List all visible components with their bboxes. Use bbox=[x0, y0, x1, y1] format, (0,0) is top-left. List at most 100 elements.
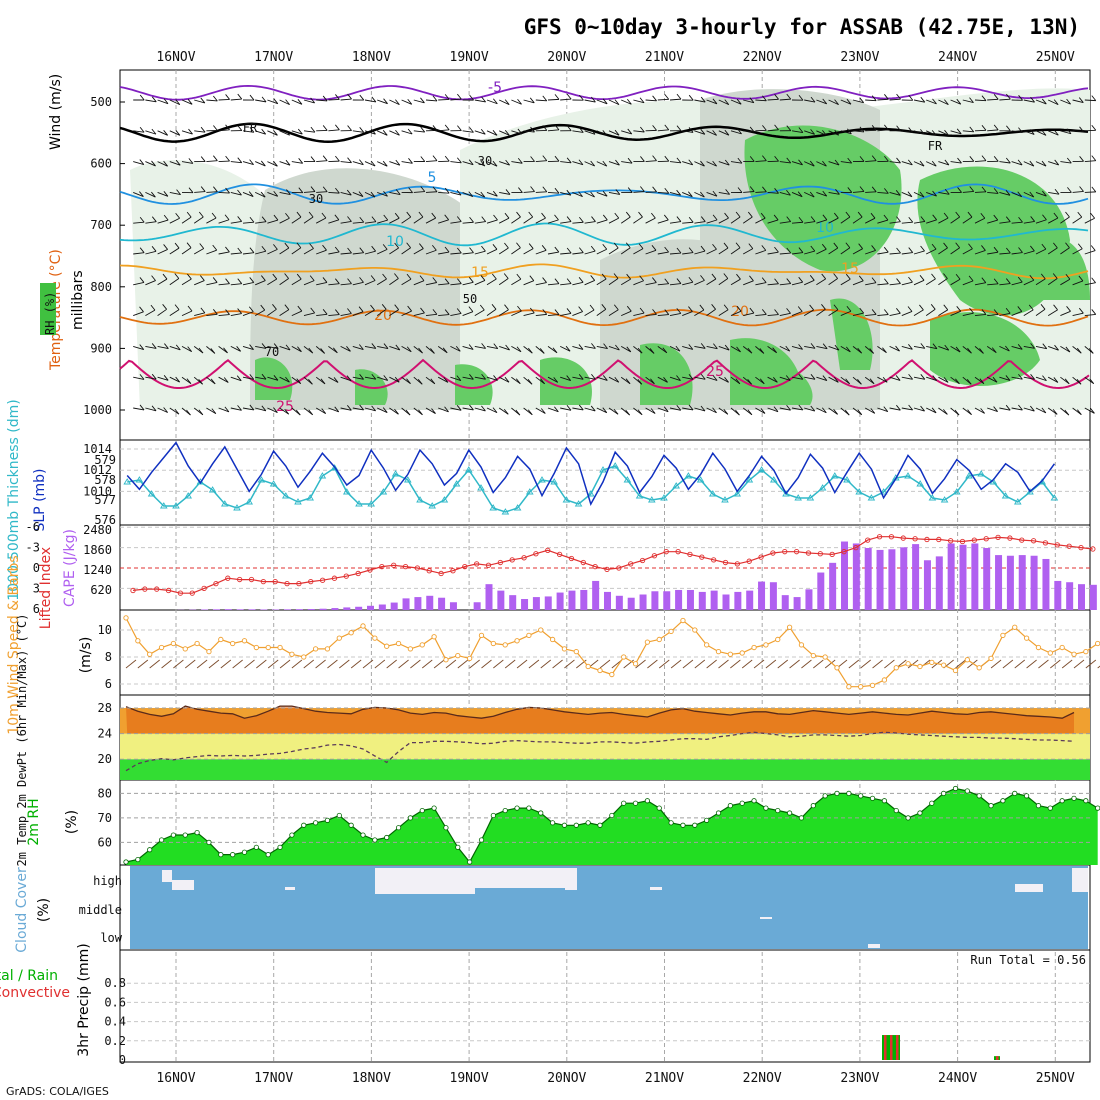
wind-barb-flag bbox=[1089, 378, 1095, 384]
thickness-point bbox=[330, 464, 339, 471]
wind-speed-point bbox=[360, 623, 366, 629]
wind-barb bbox=[791, 345, 803, 350]
wind-barb bbox=[584, 99, 596, 103]
wind-barb bbox=[840, 216, 851, 224]
rh-point bbox=[893, 807, 899, 814]
wind-barb bbox=[535, 217, 546, 224]
wind-barb-flag bbox=[700, 191, 705, 198]
wind-barb-flag bbox=[469, 216, 474, 223]
wind-barb bbox=[608, 376, 619, 383]
wind-barb bbox=[804, 250, 815, 255]
wind-barb bbox=[974, 250, 986, 255]
rh-point bbox=[277, 844, 283, 850]
wind-barb bbox=[584, 250, 596, 255]
wind-barb bbox=[279, 161, 291, 166]
wind-barb-flag bbox=[625, 409, 631, 416]
surface-wind-barb bbox=[647, 659, 658, 669]
contour-label: 10 bbox=[386, 234, 404, 250]
wind-barb-flag bbox=[151, 128, 157, 135]
wind-barb-flag bbox=[249, 277, 255, 283]
wind-barb bbox=[755, 160, 767, 163]
wind-barb-flag bbox=[554, 94, 560, 100]
wind-barb bbox=[547, 129, 559, 132]
wind-barb-flag bbox=[187, 346, 193, 352]
wind-barb-flag bbox=[871, 125, 877, 131]
wind-barb bbox=[511, 278, 522, 286]
wind-barb-flag bbox=[821, 304, 826, 310]
wind-speed-point bbox=[941, 662, 947, 668]
thickness-point bbox=[233, 504, 241, 511]
wind-barb bbox=[364, 250, 376, 255]
surface-wind-barb bbox=[137, 659, 149, 669]
thickness-point bbox=[1001, 492, 1010, 499]
wind-barb bbox=[694, 309, 705, 316]
cape-bar bbox=[983, 547, 991, 610]
wind-barb-flag bbox=[370, 191, 376, 198]
wind-barb-flag bbox=[383, 214, 389, 221]
wind-barb-flag bbox=[798, 404, 804, 411]
lifted-index-point bbox=[793, 549, 800, 555]
wind-barb-flag bbox=[713, 343, 718, 349]
wind-barb-flag bbox=[273, 190, 279, 197]
wind-barb bbox=[706, 130, 717, 136]
wind-barb-flag bbox=[432, 309, 438, 315]
wind10-tick-label: 8 bbox=[105, 650, 112, 664]
wind-barb bbox=[255, 161, 266, 167]
wind-barb-flag bbox=[748, 243, 754, 249]
wind-barb-flag bbox=[785, 345, 791, 352]
cape-bar bbox=[390, 602, 398, 610]
cape-bar bbox=[959, 544, 967, 610]
rh-point bbox=[1059, 798, 1065, 804]
rh-point bbox=[289, 832, 295, 838]
wind-barb bbox=[181, 216, 192, 224]
wind-barb-flag bbox=[296, 242, 302, 248]
cape-bar bbox=[817, 572, 825, 610]
thickness-point bbox=[745, 476, 754, 483]
wind-barb-flag bbox=[637, 378, 643, 385]
wind-barb-flag bbox=[175, 159, 181, 166]
cape-bar bbox=[769, 582, 777, 610]
rh-point bbox=[692, 822, 698, 828]
thickness-point bbox=[806, 494, 815, 501]
wind-barb-flag bbox=[139, 126, 145, 133]
wind-barb-flag bbox=[845, 242, 851, 249]
wind-barb-flag bbox=[371, 128, 376, 135]
surface-wind-barb bbox=[848, 659, 860, 669]
bottom-date-label: 20NOV bbox=[547, 1071, 586, 1086]
wind-barb bbox=[1011, 130, 1023, 134]
wind-barb-flag bbox=[322, 155, 328, 161]
wind-barb bbox=[474, 345, 486, 349]
wind-barb-flag bbox=[539, 348, 545, 354]
lifted-index-point bbox=[699, 554, 705, 560]
wind-barb-flag bbox=[371, 343, 377, 349]
wind-barb bbox=[864, 407, 876, 414]
wind-speed-point bbox=[1023, 635, 1030, 641]
wind-barb bbox=[1060, 161, 1072, 164]
wind-barb-flag bbox=[1005, 404, 1011, 411]
wind-barb bbox=[767, 407, 779, 413]
wind-barb bbox=[303, 280, 315, 286]
wind-barb-flag bbox=[213, 125, 218, 131]
wind-barb-flag bbox=[554, 278, 560, 284]
wind-barb-flag bbox=[273, 375, 279, 381]
wind-barb-flag bbox=[712, 243, 717, 250]
wind-barb-flag bbox=[320, 348, 325, 354]
wind-barb-flag bbox=[395, 189, 401, 195]
wind-barb-flag bbox=[359, 127, 365, 133]
wind-barb-flag bbox=[566, 247, 572, 254]
wind-barb bbox=[804, 130, 815, 135]
ylabel-thickness: 1000-500mb Thickness (dm) bbox=[6, 399, 22, 600]
wind-barb-flag bbox=[260, 191, 266, 198]
wind-barb-flag bbox=[223, 377, 229, 383]
wind-barb-flag bbox=[797, 306, 803, 312]
wind10-tick-label: 6 bbox=[105, 677, 112, 691]
wind-barb-flag bbox=[1041, 130, 1047, 136]
wind-barb bbox=[1048, 161, 1059, 166]
wind-barb bbox=[1035, 219, 1047, 224]
wind-barb-flag bbox=[225, 309, 230, 315]
wind-barb bbox=[328, 129, 340, 132]
lifted-index-point bbox=[876, 534, 883, 540]
wind-barb bbox=[547, 251, 559, 255]
wind-barb-flag bbox=[395, 129, 400, 136]
wind-barb bbox=[840, 247, 851, 255]
